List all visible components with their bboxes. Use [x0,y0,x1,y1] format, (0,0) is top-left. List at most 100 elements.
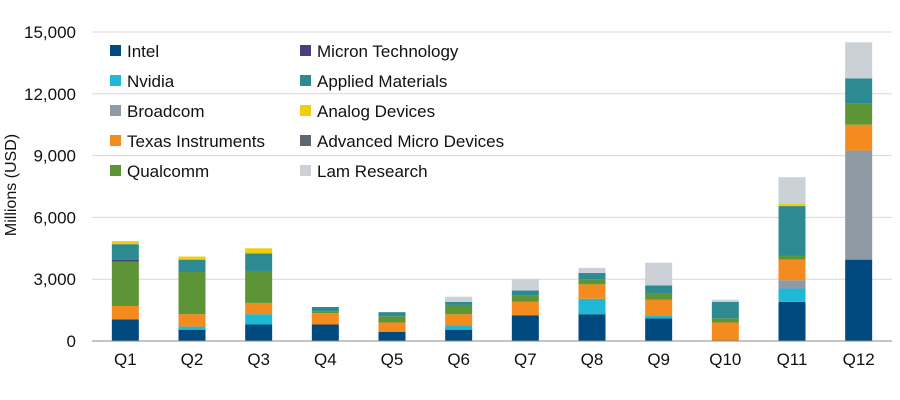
bar-segment [511,290,539,296]
bar-segment [778,255,806,260]
bars [111,42,873,341]
bar-segment [578,284,606,299]
bar-segment [778,259,806,281]
x-tick-label: Q7 [514,350,537,369]
legend-label: Broadcom [127,102,204,121]
bar-segment [311,311,339,314]
y-tick-label: 0 [67,332,76,351]
bar-segment [711,322,739,341]
y-tick-label: 6,000 [33,208,76,227]
bar-segment [778,206,806,256]
bar-segment [711,299,739,302]
y-tick-label: 3,000 [33,270,76,289]
bar-segment [578,314,606,341]
bar-segment [178,326,206,330]
bar-segment [378,312,406,317]
bar-segment [111,259,139,262]
legend-swatch [300,165,311,176]
x-tick-label: Q10 [709,350,741,369]
bar-segment [178,314,206,327]
bar-segment [645,318,673,341]
legend-swatch [300,45,311,56]
bar-segment [645,315,673,319]
y-tick-label: 9,000 [33,147,76,166]
legend-label: Advanced Micro Devices [317,132,504,151]
x-tick-label: Q6 [447,350,470,369]
bar-segment [778,177,806,205]
bar-segment [445,301,473,305]
bar-segment [178,271,206,315]
bar-segment [245,314,273,325]
bar-segment [578,273,606,280]
bar-segment [845,103,873,125]
legend: Intel Nvidia Broadcom Texas Instruments Qual… [110,42,504,181]
bar-segment [445,304,473,315]
bar-segment [378,316,406,323]
bar-segment [111,305,139,320]
bar-segment [178,259,206,272]
bar-segment [711,318,739,323]
bar-segment [445,296,473,302]
legend-swatch [300,75,311,86]
bar-segment [111,241,139,245]
bar-segment [778,204,806,207]
bar-segment [645,262,673,286]
legend-swatch [110,135,121,146]
x-tick-label: Q8 [581,350,604,369]
bar-segment [311,324,339,341]
bar-segment [845,42,873,79]
bar-segment [778,288,806,302]
legend-label: Intel [127,42,159,61]
y-tick-label: 12,000 [24,85,76,104]
legend-swatch [110,45,121,56]
bar-segment [511,295,539,302]
bar-segment [845,150,873,260]
legend-swatch [110,165,121,176]
x-tick-label: Q3 [247,350,270,369]
bar-segment [245,302,273,315]
bar-segment [378,331,406,341]
bar-segment [645,285,673,294]
x-tick-label: Q2 [181,350,204,369]
bar-segment [511,315,539,341]
bar-segment [245,253,273,271]
bar-segment [845,78,873,104]
bar-segment [111,244,139,260]
bar-segment [111,319,139,341]
bar-segment [311,307,339,312]
bar-segment [511,301,539,316]
x-tick-label: Q5 [381,350,404,369]
legend-swatch [300,105,311,116]
legend-label: Qualcomm [127,162,209,181]
bar-segment [578,267,606,274]
bar-segment [711,301,739,319]
bar-segment [645,299,673,316]
bar-segment [111,261,139,306]
legend-label: Lam Research [317,162,428,181]
bar-segment [778,301,806,341]
legend-label: Nvidia [127,72,175,91]
bar-segment [445,325,473,330]
bar-segment [245,270,273,303]
bar-segment [845,124,873,151]
bar-segment [311,313,339,325]
bar-segment [578,279,606,285]
bar-segment [245,248,273,254]
y-tick-label: 15,000 [24,23,76,42]
y-axis-title: Millions (USD) [3,134,20,236]
legend-label: Texas Instruments [127,132,265,151]
bar-segment [178,256,206,260]
bar-segment [645,293,673,300]
x-tick-label: Q9 [647,350,670,369]
bar-segment [378,322,406,332]
legend-swatch [110,75,121,86]
axes: 0 3,000 6,000 9,000 12,000 15,000 Q1 Q2 Q3 Q4 Q5 Q6… [24,23,892,369]
bar-segment [445,329,473,341]
legend-swatch [110,105,121,116]
legend-swatch [300,135,311,146]
bar-segment [845,259,873,341]
bar-segment [578,298,606,315]
bar-segment [778,280,806,289]
x-tick-label: Q4 [314,350,337,369]
